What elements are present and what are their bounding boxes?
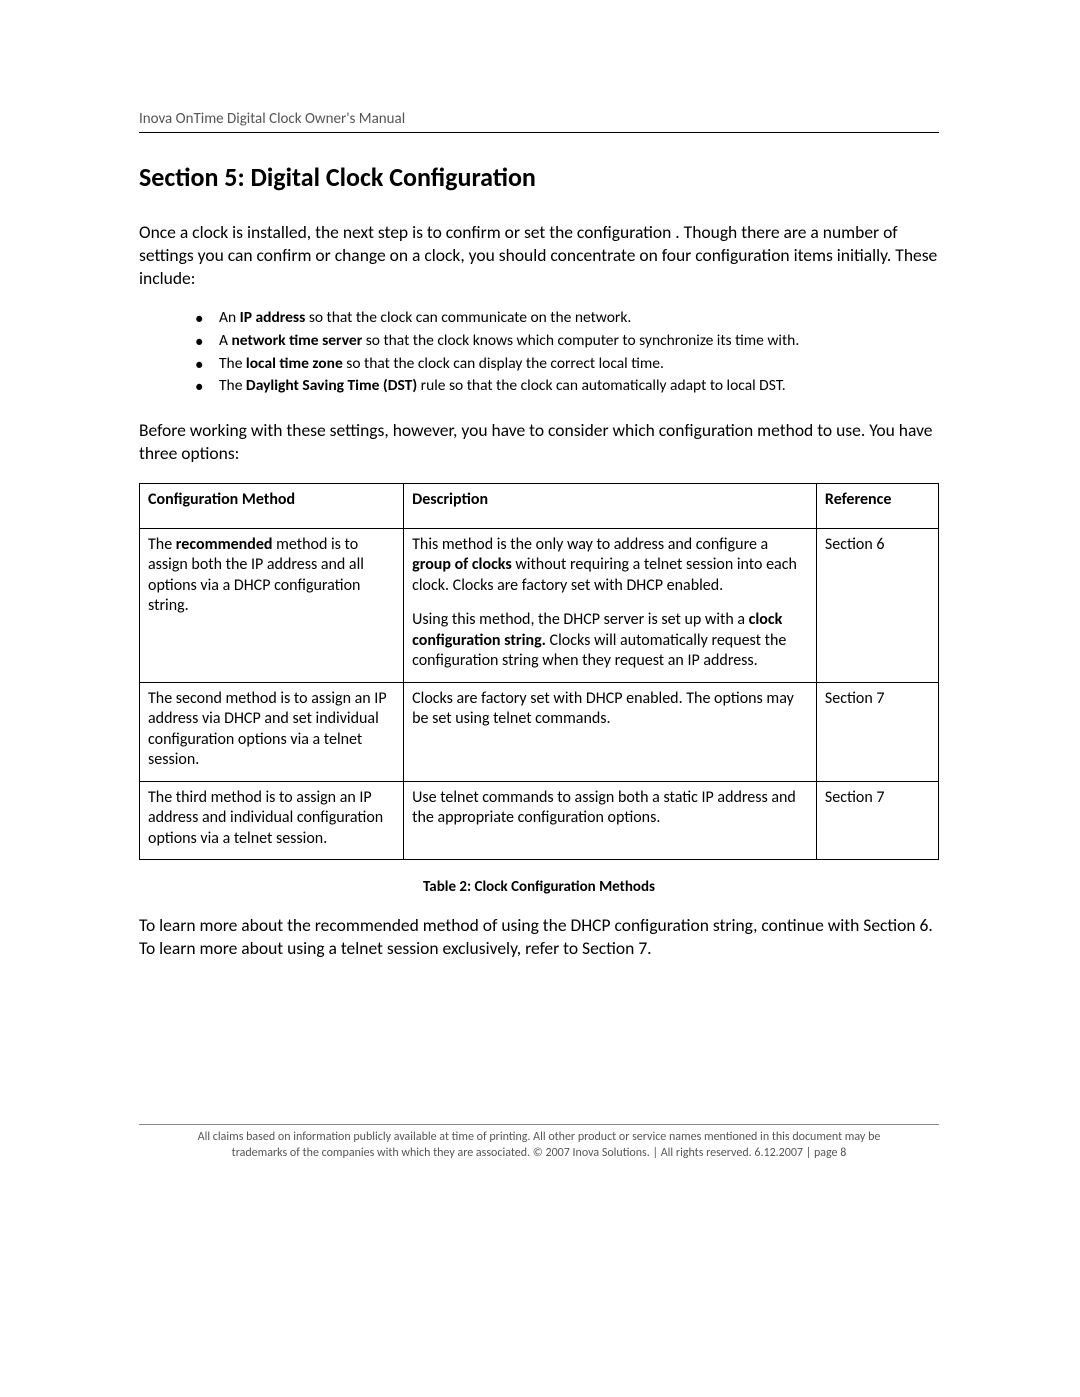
list-text: so that the clock can communicate on the… (305, 308, 631, 327)
config-items-list: An IP address so that the clock can comm… (195, 307, 939, 397)
page-footer: All claims based on information publicly… (139, 1124, 939, 1161)
list-text: so that the clock can display the correc… (343, 354, 664, 373)
cell-bold: group of clocks (412, 555, 512, 574)
cell-bold: recommended (176, 535, 273, 554)
cell-text: Using this method, the DHCP server is se… (412, 610, 749, 629)
cell-method: The third method is to assign an IP addr… (140, 781, 404, 859)
config-methods-table: Configuration Method Description Referen… (139, 483, 939, 861)
running-header: Inova OnTime Digital Clock Owner's Manua… (139, 110, 939, 133)
table-row: The second method is to assign an IP add… (140, 682, 939, 781)
page-content: Inova OnTime Digital Clock Owner's Manua… (139, 110, 939, 978)
cell-ref: Section 6 (816, 528, 938, 682)
table-row: The recommended method is to assign both… (140, 528, 939, 682)
table-caption: Table 2: Clock Configuration Methods (139, 878, 939, 896)
list-text: The (219, 376, 246, 395)
post-table-paragraph: To learn more about the recommended meth… (139, 914, 939, 960)
cell-text: The (148, 535, 176, 554)
cell-ref: Section 7 (816, 682, 938, 781)
list-text: The (219, 354, 246, 373)
list-text: rule so that the clock can automatically… (417, 376, 786, 395)
cell-method: The recommended method is to assign both… (140, 528, 404, 682)
section-title: Section 5: Digital Clock Configuration (139, 161, 939, 193)
cell-paragraph: Using this method, the DHCP server is se… (412, 610, 808, 671)
cell-desc: This method is the only way to address a… (404, 528, 817, 682)
cell-desc: Use telnet commands to assign both a sta… (404, 781, 817, 859)
col-header-method: Configuration Method (140, 483, 404, 528)
list-bold: network time server (231, 331, 362, 350)
col-header-desc: Description (404, 483, 817, 528)
table-row: The third method is to assign an IP addr… (140, 781, 939, 859)
list-bold: Daylight Saving Time (DST) (246, 376, 417, 395)
table-header-row: Configuration Method Description Referen… (140, 483, 939, 528)
list-text: so that the clock knows which computer t… (362, 331, 799, 350)
cell-method: The second method is to assign an IP add… (140, 682, 404, 781)
cell-text: This method is the only way to address a… (412, 535, 768, 554)
list-item: The Daylight Saving Time (DST) rule so t… (195, 375, 939, 397)
list-item: The local time zone so that the clock ca… (195, 353, 939, 375)
cell-ref: Section 7 (816, 781, 938, 859)
list-bold: IP address (240, 308, 306, 327)
spacer (412, 596, 808, 610)
list-item: A network time server so that the clock … (195, 330, 939, 352)
list-text: An (219, 308, 240, 327)
footer-line-2: trademarks of the companies with which t… (139, 1145, 939, 1161)
cell-desc: Clocks are factory set with DHCP enabled… (404, 682, 817, 781)
intro-paragraph: Once a clock is installed, the next step… (139, 221, 939, 289)
footer-line-1: All claims based on information publicly… (139, 1129, 939, 1145)
cell-paragraph: This method is the only way to address a… (412, 535, 808, 596)
list-bold: local time zone (246, 354, 343, 373)
pre-table-paragraph: Before working with these settings, howe… (139, 419, 939, 465)
list-item: An IP address so that the clock can comm… (195, 307, 939, 329)
col-header-ref: Reference (816, 483, 938, 528)
list-text: A (219, 331, 231, 350)
